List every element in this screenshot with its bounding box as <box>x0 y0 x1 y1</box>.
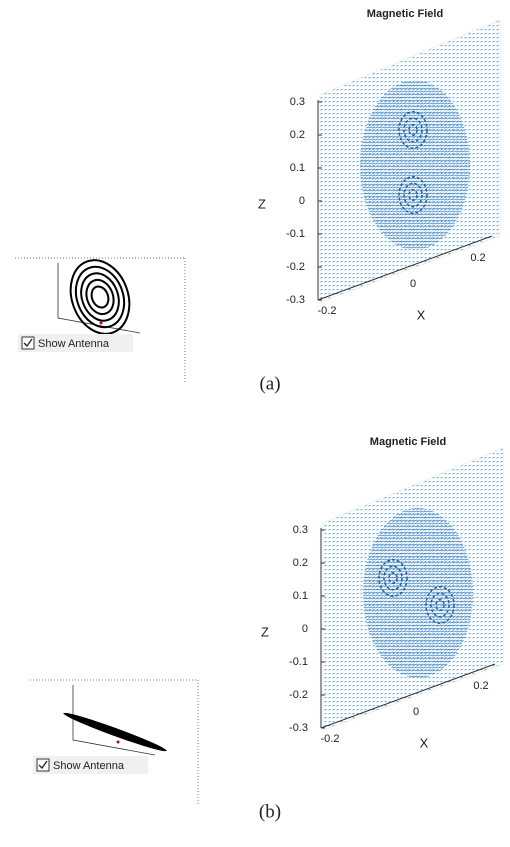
coil <box>85 278 115 316</box>
z-tick-label: -0.3 <box>289 722 308 734</box>
feed <box>116 740 120 744</box>
check-mark <box>38 760 48 770</box>
coil <box>90 285 110 309</box>
coil <box>74 265 126 329</box>
checkbox[interactable] <box>36 758 50 772</box>
z-label: Z <box>261 624 269 639</box>
vortex <box>408 189 418 201</box>
vortex <box>403 182 423 208</box>
z-tick-label: -0.1 <box>286 228 305 240</box>
vortex <box>383 565 403 591</box>
field-core <box>363 508 473 678</box>
z-tick-label: 0.3 <box>293 524 308 536</box>
vortex <box>378 559 408 597</box>
checkbox[interactable] <box>21 336 35 350</box>
vortex <box>425 586 455 624</box>
x-axis <box>317 235 493 301</box>
coil <box>69 259 131 335</box>
z-tick-label: 0 <box>299 195 305 207</box>
caption: (b) <box>259 801 281 822</box>
x-tick-label: -0.2 <box>321 733 340 745</box>
title: Magnetic Field <box>370 436 446 448</box>
x-label: X <box>420 735 429 750</box>
caption: (a) <box>259 373 280 394</box>
panel: Magnetic Field 0.3 0.2 0.1 0 -0.1 -0.2 -0.3 -0.2… <box>30 436 504 822</box>
vortex <box>388 572 398 584</box>
feed <box>99 321 103 325</box>
title: Magnetic Field <box>367 8 443 20</box>
x-tick-label: 0.2 <box>473 680 488 692</box>
field-core <box>360 80 470 250</box>
vortex <box>408 124 418 136</box>
vortex <box>435 599 445 611</box>
panel: Magnetic Field 0.3 0.2 0.1 0 -0.1 -0.2 -0.3 -0.2… <box>15 8 501 394</box>
coil <box>80 272 120 322</box>
check-mark <box>23 338 33 348</box>
x-label: X <box>417 307 426 322</box>
x-tick-label: 0 <box>413 706 419 718</box>
coil <box>63 712 167 752</box>
z-tick-label: 0.1 <box>290 162 305 174</box>
z-tick-label: 0.3 <box>290 96 305 108</box>
x-axis <box>320 663 496 729</box>
checkbox-label: Show Antenna <box>53 760 125 772</box>
z-tick-label: 0.1 <box>293 590 308 602</box>
vortex <box>403 117 423 143</box>
z-tick-label: -0.3 <box>286 294 305 306</box>
checkbox-label: Show Antenna <box>38 338 110 350</box>
x-tick-label: 0.2 <box>470 252 485 264</box>
z-tick-label: -0.2 <box>289 689 308 701</box>
vortex <box>398 176 428 214</box>
checkbox-bg <box>33 756 148 774</box>
vortex <box>430 592 450 618</box>
vortex <box>398 111 428 149</box>
z-label: Z <box>258 196 266 211</box>
x-tick-label: 0 <box>410 278 416 290</box>
checkbox-bg <box>18 334 133 352</box>
z-tick-label: -0.2 <box>286 261 305 273</box>
z-tick-label: 0 <box>302 623 308 635</box>
x-tick-label: -0.2 <box>318 305 337 317</box>
z-tick-label: 0.2 <box>293 557 308 569</box>
z-tick-label: 0.2 <box>290 129 305 141</box>
z-tick-label: -0.1 <box>289 656 308 668</box>
antenna-axes <box>57 263 141 334</box>
antenna-axes <box>72 685 156 756</box>
